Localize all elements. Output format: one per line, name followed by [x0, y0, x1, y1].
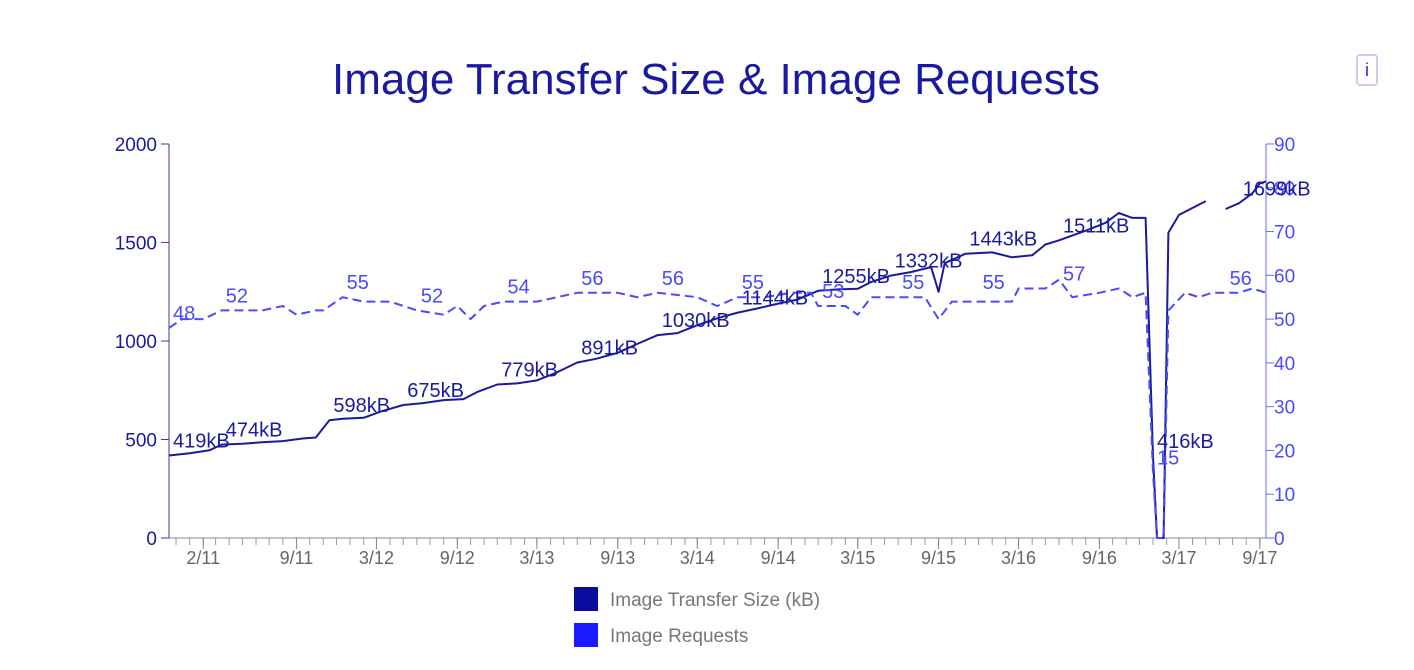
requests-data-label: 55: [742, 272, 764, 294]
requests-data-label: 56: [581, 268, 603, 290]
requests-data-label: 52: [226, 285, 248, 307]
requests-data-label: 55: [347, 272, 369, 294]
x-tick-label: 9/13: [600, 548, 635, 568]
transfer-size-line: [168, 180, 1267, 539]
transfer-size-data-label: 1699kB: [1243, 178, 1311, 200]
legend-swatch-transfer-size: [574, 587, 598, 611]
x-tick-label: 3/15: [840, 548, 875, 568]
requests-data-label: 55: [902, 272, 924, 294]
x-tick-label: 3/17: [1161, 548, 1196, 568]
transfer-size-data-label: 474kB: [226, 420, 283, 442]
legend-swatch-requests: [574, 623, 598, 647]
y-right-tick-label: 40: [1274, 354, 1295, 375]
chart-title: Image Transfer Size & Image Requests: [332, 55, 1100, 104]
y-left-tick-label: 2000: [115, 135, 157, 156]
requests-data-label: 54: [507, 277, 529, 299]
y-left-tick-label: 0: [146, 529, 157, 550]
transfer-size-data-label: 419kB: [173, 430, 230, 452]
y-right-tick-label: 10: [1274, 485, 1295, 506]
y-right-tick-label: 50: [1274, 310, 1295, 331]
requests-data-label: 55: [983, 272, 1005, 294]
transfer-size-data-label: 891kB: [581, 337, 638, 359]
transfer-size-data-label: 598kB: [333, 395, 390, 417]
requests-data-label: 52: [421, 285, 443, 307]
transfer-size-data-label: 416kB: [1157, 431, 1214, 453]
requests-data-label: 53: [822, 281, 844, 303]
y-right-tick-label: 60: [1274, 266, 1295, 287]
legend: Image Transfer Size (kB) Image Requests: [574, 587, 820, 647]
legend-label-transfer-size: Image Transfer Size (kB): [610, 590, 820, 611]
requests-data-label: 56: [1230, 268, 1252, 290]
y-left-tick-label: 500: [125, 431, 157, 452]
transfer-size-data-label: 675kB: [407, 380, 464, 402]
requests-line: [168, 278, 1267, 539]
x-tick-label: 3/13: [519, 548, 554, 568]
x-tick-label: 9/11: [280, 548, 314, 568]
y-left-tick-label: 1000: [115, 332, 157, 353]
y-right-tick-label: 80: [1274, 179, 1295, 200]
x-tick-label: 2/11: [186, 548, 220, 568]
transfer-size-data-label: 1255kB: [822, 266, 890, 288]
x-tick-label: 9/15: [921, 548, 956, 568]
transfer-size-data-label: 1511kB: [1063, 215, 1129, 237]
requests-data-label: 48: [173, 303, 195, 325]
transfer-size-data-label: 779kB: [501, 360, 558, 382]
tick-layer: 0 500 1000 1500 2000 0 10 20 30 40 50 60 70 80 90 2/11 9…: [115, 135, 1295, 568]
x-tick-label: 3/14: [680, 548, 715, 568]
x-tick-label: 3/16: [1001, 548, 1036, 568]
requests-data-label: 56: [662, 268, 684, 290]
requests-data-label: 57: [1063, 263, 1085, 285]
transfer-size-data-label: 1443kB: [969, 229, 1037, 251]
requests-data-label: 15: [1157, 447, 1179, 469]
x-tick-label: 9/14: [761, 548, 796, 568]
transfer-size-data-label: 1030kB: [662, 310, 730, 332]
y-right-tick-label: 70: [1274, 223, 1295, 244]
y-right-tick-label: 20: [1274, 441, 1295, 462]
y-left-tick-label: 1500: [115, 234, 157, 255]
y-right-tick-label: 90: [1274, 135, 1295, 156]
x-tick-label: 9/17: [1242, 548, 1277, 568]
y-right-tick-label: 30: [1274, 398, 1295, 419]
info-button[interactable]: i: [1356, 54, 1378, 86]
y-right-tick-label: 0: [1274, 529, 1285, 550]
transfer-size-data-label: 1144kB: [742, 288, 808, 310]
x-tick-label: 9/16: [1082, 548, 1117, 568]
legend-label-requests: Image Requests: [610, 626, 748, 647]
transfer-size-data-label: 1332kB: [895, 251, 963, 273]
series-layer: [168, 180, 1267, 539]
x-tick-label: 9/12: [440, 548, 475, 568]
x-tick-label: 3/12: [359, 548, 394, 568]
